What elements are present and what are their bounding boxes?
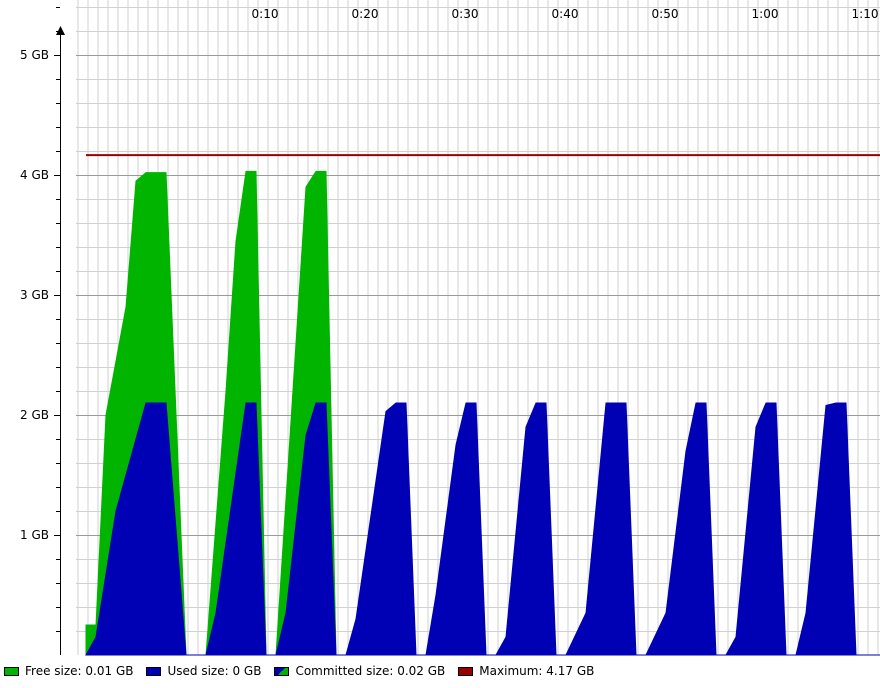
- x-tick-label: 0:50: [652, 7, 679, 21]
- x-tick-label: 0:20: [352, 7, 379, 21]
- legend-swatch-maximum: [458, 666, 474, 676]
- series-layer: [85, 154, 880, 656]
- x-axis-ticks: 0:100:200:300:400:501:001:101:2: [252, 7, 879, 21]
- legend-item-maximum: Maximum: 4.17 GB: [458, 664, 594, 678]
- legend-item-used: Used size: 0 GB: [146, 664, 261, 678]
- x-tick-label: 1:10: [852, 7, 879, 21]
- y-tick-label: 4 GB: [20, 168, 49, 182]
- x-tick-label: 0:10: [252, 7, 279, 21]
- y-tick-label: 1 GB: [20, 528, 49, 542]
- x-tick-label: 1:00: [752, 7, 779, 21]
- legend-item-committed: Committed size: 0.02 GB: [274, 664, 445, 678]
- legend-item-free: Free size: 0.01 GB: [4, 664, 133, 678]
- series-used-size-area: [85, 402, 880, 656]
- y-tick-label: 5 GB: [20, 48, 49, 62]
- x-tick-label: 0:30: [452, 7, 479, 21]
- y-tick-label: 3 GB: [20, 288, 49, 302]
- y-tick-label: 2 GB: [20, 408, 49, 422]
- legend: Free size: 0.01 GB Used size: 0 GB Commi…: [4, 663, 607, 679]
- legend-label-used: Used size: 0 GB: [167, 664, 262, 678]
- legend-swatch-used: [146, 666, 162, 676]
- memory-chart: 1 GB 2 GB 3 GB 4 GB 5 GB 0:10 0:20 0:30 0:40 0:5…: [20, 0, 880, 656]
- legend-swatch-committed: [274, 666, 290, 676]
- legend-label-committed: Committed size: 0.02 GB: [295, 664, 446, 678]
- legend-swatch-free: [4, 666, 19, 676]
- legend-label-maximum: Maximum: 4.17 GB: [479, 664, 595, 678]
- y-axis: 1 GB 2 GB 3 GB 4 GB 5 GB: [20, 7, 65, 655]
- y-axis-arrow: [56, 26, 65, 35]
- x-tick-label: 0:40: [552, 7, 579, 21]
- legend-label-free: Free size: 0.01 GB: [25, 664, 134, 678]
